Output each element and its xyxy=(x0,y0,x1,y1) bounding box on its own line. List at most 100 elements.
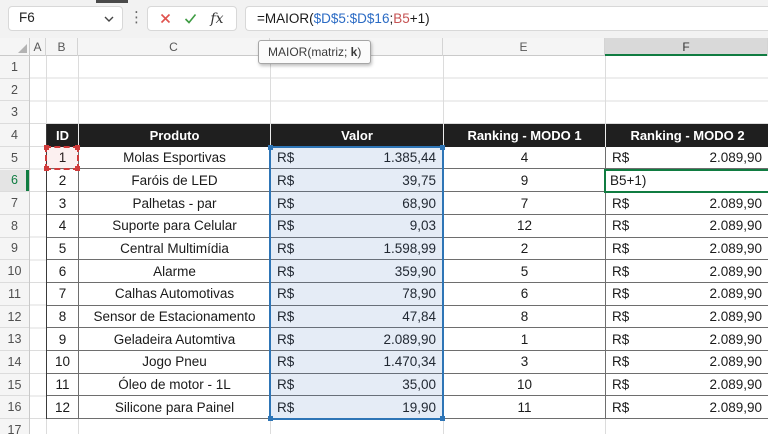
currency-symbol: R$ xyxy=(612,195,630,211)
row-header-17[interactable]: 17 xyxy=(0,419,29,434)
cell-id[interactable]: 9 xyxy=(47,328,79,351)
currency-symbol: R$ xyxy=(277,331,295,347)
row-header-7[interactable]: 7 xyxy=(0,192,29,215)
cell-ranking-modo2[interactable]: R$ 2.089,90 xyxy=(606,396,768,420)
row-header-13[interactable]: 13 xyxy=(0,328,29,352)
select-all-icon xyxy=(18,44,27,53)
row-header-10[interactable]: 10 xyxy=(0,260,29,283)
column-header-B[interactable]: B xyxy=(46,38,78,56)
cell-valor[interactable]: R$ 78,90 xyxy=(271,282,444,306)
row-header-9[interactable]: 9 xyxy=(0,238,29,261)
cell-ranking-modo1[interactable]: 1 xyxy=(444,328,606,351)
cell-ranking-modo2[interactable]: R$ 2.089,90 xyxy=(606,214,768,238)
cell-ranking-modo2-editing[interactable]: B5+1) xyxy=(606,169,768,193)
cell-produto[interactable]: Óleo de motor - 1L xyxy=(79,373,271,397)
cell-valor[interactable]: R$ 47,84 xyxy=(271,305,444,329)
enter-check-icon[interactable] xyxy=(184,13,197,24)
data-table: ID Produto Valor Ranking - MODO 1 Rankin… xyxy=(46,124,768,420)
cell-valor[interactable]: R$ 359,90 xyxy=(271,260,444,283)
row-header-16[interactable]: 16 xyxy=(0,397,29,420)
cell-ranking-modo1[interactable]: 9 xyxy=(444,169,606,193)
header-valor[interactable]: Valor xyxy=(271,124,444,147)
cell-ranking-modo1[interactable]: 2 xyxy=(444,237,606,261)
header-ranking-modo1[interactable]: Ranking - MODO 1 xyxy=(444,124,606,147)
row-header-3[interactable]: 3 xyxy=(0,101,29,125)
cell-ranking-modo2[interactable]: R$ 2.089,90 xyxy=(606,373,768,397)
row-header-2[interactable]: 2 xyxy=(0,79,29,102)
cell-ranking-modo1[interactable]: 4 xyxy=(444,146,606,170)
formula-input[interactable]: =MAIOR($D$5:$D$16;B5+1) xyxy=(245,6,768,31)
cell-produto[interactable]: Silicone para Painel xyxy=(79,396,271,420)
cell-valor[interactable]: R$ 19,90 xyxy=(271,396,444,420)
row-header-6[interactable]: 6 xyxy=(0,169,29,193)
row-header-4[interactable]: 4 xyxy=(0,124,29,147)
row-header-15[interactable]: 15 xyxy=(0,374,29,397)
cancel-icon[interactable] xyxy=(160,13,171,24)
cell-id[interactable]: 2 xyxy=(47,169,79,193)
cell-valor[interactable]: R$ 68,90 xyxy=(271,192,444,215)
cell-produto[interactable]: Faróis de LED xyxy=(79,169,271,193)
cell-produto[interactable]: Palhetas - par xyxy=(79,192,271,215)
chevron-down-icon[interactable] xyxy=(104,16,114,22)
insert-function-icon[interactable]: fx xyxy=(210,10,224,27)
cell-produto[interactable]: Jogo Pneu xyxy=(79,350,271,374)
cell-valor[interactable]: R$ 1.385,44 xyxy=(271,146,444,170)
cell-ranking-modo1[interactable]: 6 xyxy=(444,282,606,306)
header-produto[interactable]: Produto xyxy=(79,124,271,147)
cell-ranking-modo2[interactable]: R$ 2.089,90 xyxy=(606,260,768,283)
more-options-icon[interactable]: ⋮ xyxy=(129,9,144,26)
cell-produto[interactable]: Suporte para Celular xyxy=(79,214,271,238)
column-header-E[interactable]: E xyxy=(443,38,605,56)
cell-ranking-modo1[interactable]: 5 xyxy=(444,260,606,283)
cell-valor[interactable]: R$ 39,75 xyxy=(271,169,444,193)
cell-valor[interactable]: R$ 2.089,90 xyxy=(271,328,444,351)
cell-ranking-modo2[interactable]: R$ 2.089,90 xyxy=(606,192,768,215)
cell-produto[interactable]: Sensor de Estacionamento xyxy=(79,305,271,329)
row-header-1[interactable]: 1 xyxy=(0,56,29,79)
cell-ranking-modo1[interactable]: 11 xyxy=(444,396,606,420)
select-all-button[interactable] xyxy=(0,38,30,56)
cell-id[interactable]: 8 xyxy=(47,305,79,329)
cell-produto[interactable]: Molas Esportivas xyxy=(79,146,271,170)
cell-ranking-modo2[interactable]: R$ 2.089,90 xyxy=(606,328,768,351)
cell-produto[interactable]: Calhas Automotivas xyxy=(79,282,271,306)
cell-id[interactable]: 10 xyxy=(47,350,79,374)
cell-ranking-modo1[interactable]: 7 xyxy=(444,192,606,215)
cell-ranking-modo2[interactable]: R$ 2.089,90 xyxy=(606,282,768,306)
column-header-A[interactable]: A xyxy=(30,38,46,56)
header-id[interactable]: ID xyxy=(47,124,79,147)
formula-part: +1) xyxy=(409,11,430,26)
cell-id[interactable]: 4 xyxy=(47,214,79,238)
cell-id[interactable]: 6 xyxy=(47,260,79,283)
cell-valor[interactable]: R$ 9,03 xyxy=(271,214,444,238)
cell-ranking-modo1[interactable]: 10 xyxy=(444,373,606,397)
cell-ranking-modo2[interactable]: R$ 2.089,90 xyxy=(606,350,768,374)
header-ranking-modo2[interactable]: Ranking - MODO 2 xyxy=(606,124,768,147)
cell-ranking-modo2[interactable]: R$ 2.089,90 xyxy=(606,305,768,329)
row-header-8[interactable]: 8 xyxy=(0,215,29,238)
cell-id[interactable]: 1 xyxy=(47,146,79,170)
column-header-C[interactable]: C xyxy=(78,38,270,56)
cell-id[interactable]: 11 xyxy=(47,373,79,397)
cell-ranking-modo1[interactable]: 8 xyxy=(444,305,606,329)
cell-id[interactable]: 12 xyxy=(47,396,79,420)
cell-produto[interactable]: Central Multimídia xyxy=(79,237,271,261)
cell-ranking-modo1[interactable]: 12 xyxy=(444,214,606,238)
row-header-11[interactable]: 11 xyxy=(0,283,29,306)
row-header-12[interactable]: 12 xyxy=(0,306,29,329)
cell-id[interactable]: 7 xyxy=(47,282,79,306)
cell-valor[interactable]: R$ 1.598,99 xyxy=(271,237,444,261)
column-header-F[interactable]: F xyxy=(605,38,768,56)
row-header-14[interactable]: 14 xyxy=(0,351,29,374)
cell-ranking-modo1[interactable]: 3 xyxy=(444,350,606,374)
cell-id[interactable]: 3 xyxy=(47,192,79,215)
cell-id[interactable]: 5 xyxy=(47,237,79,261)
row-header-5[interactable]: 5 xyxy=(0,147,29,170)
cell-valor[interactable]: R$ 1.470,34 xyxy=(271,350,444,374)
cell-ranking-modo2[interactable]: R$ 2.089,90 xyxy=(606,237,768,261)
name-box[interactable]: F6 xyxy=(8,6,123,31)
cell-valor[interactable]: R$ 35,00 xyxy=(271,373,444,397)
cell-produto[interactable]: Geladeira Automtiva xyxy=(79,328,271,351)
cell-produto[interactable]: Alarme xyxy=(79,260,271,283)
cell-ranking-modo2[interactable]: R$ 2.089,90 xyxy=(606,146,768,170)
